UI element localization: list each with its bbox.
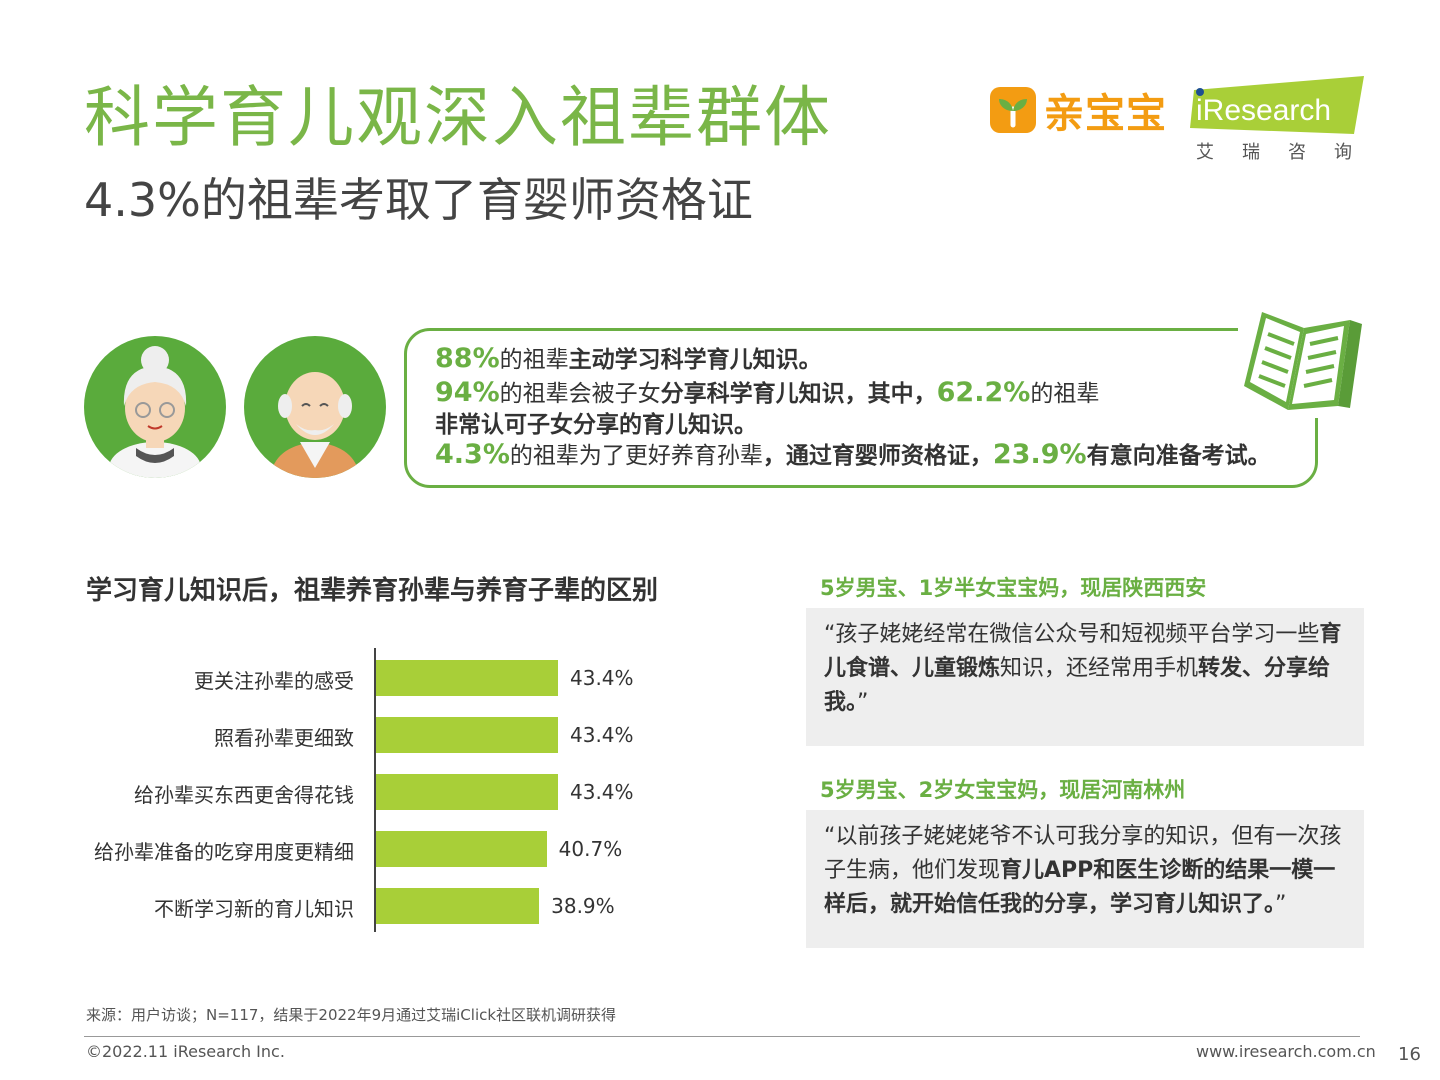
page-subtitle: 4.3%的祖辈考取了育婴师资格证	[84, 173, 753, 227]
bar-value-label: 43.4%	[570, 666, 634, 690]
page-title: 科学育儿观深入祖辈群体	[84, 79, 832, 156]
grandfather-avatar	[244, 336, 386, 478]
grandmother-avatar	[84, 336, 226, 478]
stat-62: 62.2%	[936, 377, 1031, 408]
iresearch-logo: iResearch	[1190, 76, 1364, 134]
highlight-line-3: 非常认可子女分享的育儿知识。	[435, 412, 757, 438]
highlight-line-4: 4.3%的祖辈为了更好养育孙辈，通过育婴师资格证，23.9%有意向准备考试。	[435, 439, 1271, 470]
stat-23-9: 23.9%	[992, 439, 1087, 470]
page-number: 16	[1398, 1044, 1421, 1065]
open-book-icon	[1238, 306, 1364, 418]
bar-value-label: 40.7%	[558, 837, 623, 861]
chart-y-axis	[374, 648, 376, 932]
iresearch-wordmark: iResearch	[1196, 94, 1331, 127]
bar	[376, 660, 558, 696]
source-note: 来源：用户访谈；N=117，结果于2022年9月通过艾瑞iClick社区联机调研…	[86, 1006, 617, 1024]
qinbaobao-logo: 亲宝宝	[990, 86, 1167, 137]
qinbaobao-wordmark: 亲宝宝	[1044, 91, 1167, 137]
bar-category-label: 给孙辈准备的吃穿用度更精细	[94, 840, 354, 864]
stat-4-3: 4.3%	[435, 439, 510, 470]
quote-1-header: 5岁男宝、1岁半女宝宝妈，现居陕西西安	[820, 576, 1207, 600]
copyright: ©2022.11 iResearch Inc.	[86, 1042, 285, 1061]
bar	[376, 831, 547, 867]
bar-value-label: 38.9%	[551, 894, 615, 918]
bar-value-label: 43.4%	[570, 723, 634, 747]
stat-88: 88%	[435, 343, 500, 374]
bar-category-label: 给孙辈买东西更舍得花钱	[134, 783, 354, 807]
chart-title: 学习育儿知识后，祖辈养育孙辈与养育子辈的区别	[86, 576, 659, 606]
bar-category-label: 不断学习新的育儿知识	[154, 897, 354, 921]
footer-divider	[84, 1036, 1360, 1037]
bar-category-label: 照看孙辈更细致	[214, 726, 354, 750]
bar	[376, 774, 558, 810]
highlight-line-2: 94%的祖辈会被子女分享科学育儿知识，其中，62.2%的祖辈	[435, 377, 1100, 408]
sprout-icon	[990, 87, 1036, 133]
highlight-line-1: 88%的祖辈主动学习科学育儿知识。	[435, 343, 822, 374]
quote-1-box: “孩子姥姥经常在微信公众号和短视频平台学习一些育儿食谱、儿童锻炼知识，还经常用手…	[806, 608, 1364, 746]
bar-category-label: 更关注孙辈的感受	[194, 669, 354, 693]
stat-94: 94%	[435, 377, 500, 408]
bar-value-label: 43.4%	[570, 780, 634, 804]
website-link[interactable]: www.iresearch.com.cn	[1196, 1042, 1376, 1061]
iresearch-cn-name: 艾瑞咨询	[1196, 142, 1380, 163]
highlight-bubble: 88%的祖辈主动学习科学育儿知识。 94%的祖辈会被子女分享科学育儿知识，其中，…	[404, 328, 1318, 488]
bar	[376, 717, 558, 753]
quote-2-header: 5岁男宝、2岁女宝宝妈，现居河南林州	[820, 778, 1186, 802]
quote-2-box: “以前孩子姥姥姥爷不认可我分享的知识，但有一次孩子生病，他们发现育儿APP和医生…	[806, 810, 1364, 948]
bar	[376, 888, 540, 924]
